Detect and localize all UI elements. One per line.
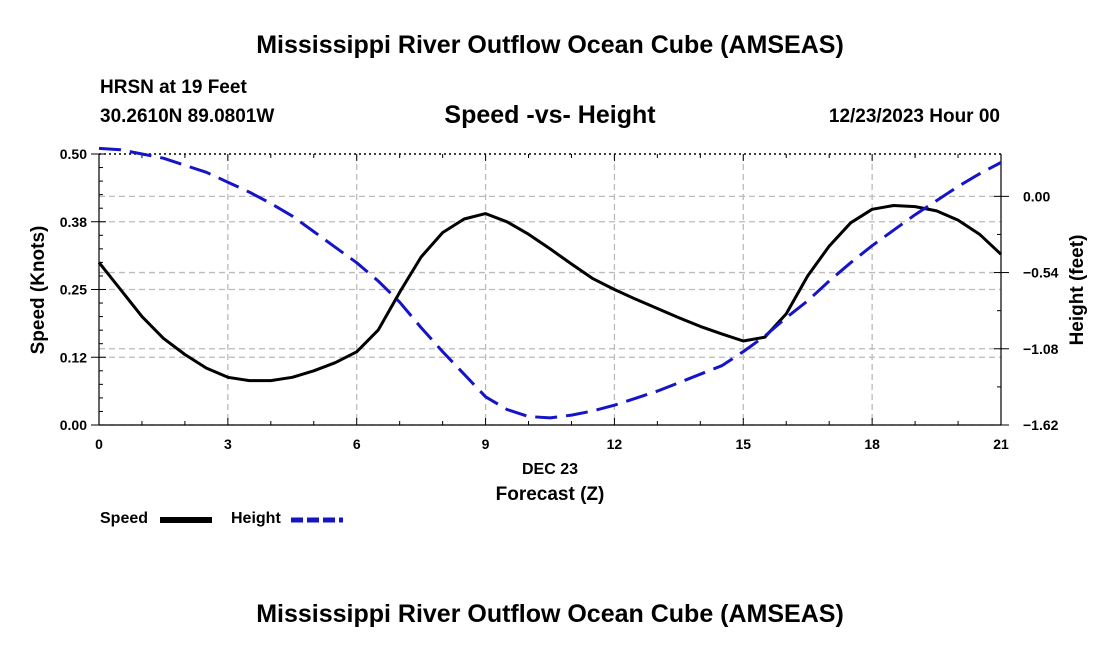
legend-speed-label: Speed bbox=[100, 510, 149, 527]
chart-subtitle: Speed -vs- Height bbox=[444, 101, 656, 129]
x-tick-label: 6 bbox=[353, 436, 361, 452]
x-axis-date-label: DEC 23 bbox=[522, 461, 578, 478]
x-tick-label: 21 bbox=[993, 436, 1009, 452]
x-tick-label: 9 bbox=[482, 436, 490, 452]
x-tick-label: 15 bbox=[735, 436, 751, 452]
station-coordinates: 30.2610N 89.0801W bbox=[100, 106, 275, 127]
main-title: Mississippi River Outflow Ocean Cube (AM… bbox=[256, 31, 844, 59]
station-name: HRSN at 19 Feet bbox=[100, 77, 247, 98]
footer-title: Mississippi River Outflow Ocean Cube (AM… bbox=[256, 600, 844, 628]
y-left-tick-label: 0.00 bbox=[60, 417, 87, 433]
y-right-tick-label: 0.00 bbox=[1023, 188, 1050, 204]
series-layer bbox=[97, 146, 1003, 420]
x-tick-label: 12 bbox=[607, 436, 623, 452]
grid-layer bbox=[99, 154, 1001, 426]
y-left-tick-label: 0.50 bbox=[60, 146, 87, 162]
y-left-tick-label: 0.12 bbox=[60, 349, 87, 365]
y-right-tick-label: −1.62 bbox=[1023, 417, 1059, 433]
x-tick-label: 18 bbox=[864, 436, 880, 452]
x-tick-label: 3 bbox=[224, 436, 232, 452]
y-left-tick-label: 0.38 bbox=[60, 214, 87, 230]
x-tick-label: 0 bbox=[95, 436, 103, 452]
y-left-tick-label: 0.25 bbox=[60, 282, 87, 298]
y-right-tick-label: −1.08 bbox=[1023, 341, 1059, 357]
y-left-axis-title: Speed (Knots) bbox=[28, 226, 49, 355]
y-right-axis-title: Height (feet) bbox=[1067, 235, 1088, 346]
x-axis-title: Forecast (Z) bbox=[496, 484, 605, 505]
chart-svg: 0 3 6 9 12 15 18 21 0.00 0.12 0.25 0.38 0.50 0.00 −0.5… bbox=[28, 146, 1088, 523]
label-layer: 0 3 6 9 12 15 18 21 0.00 0.12 0.25 0.38 0.50 0.00 −0.5… bbox=[28, 146, 1088, 505]
y-right-tick-label: −0.54 bbox=[1023, 265, 1059, 281]
speed-series-line bbox=[97, 204, 1003, 383]
height-series-line bbox=[98, 146, 1002, 420]
legend-height-label: Height bbox=[231, 510, 281, 527]
axis-layer bbox=[91, 153, 1009, 426]
run-time: 12/23/2023 Hour 00 bbox=[828, 106, 1000, 127]
